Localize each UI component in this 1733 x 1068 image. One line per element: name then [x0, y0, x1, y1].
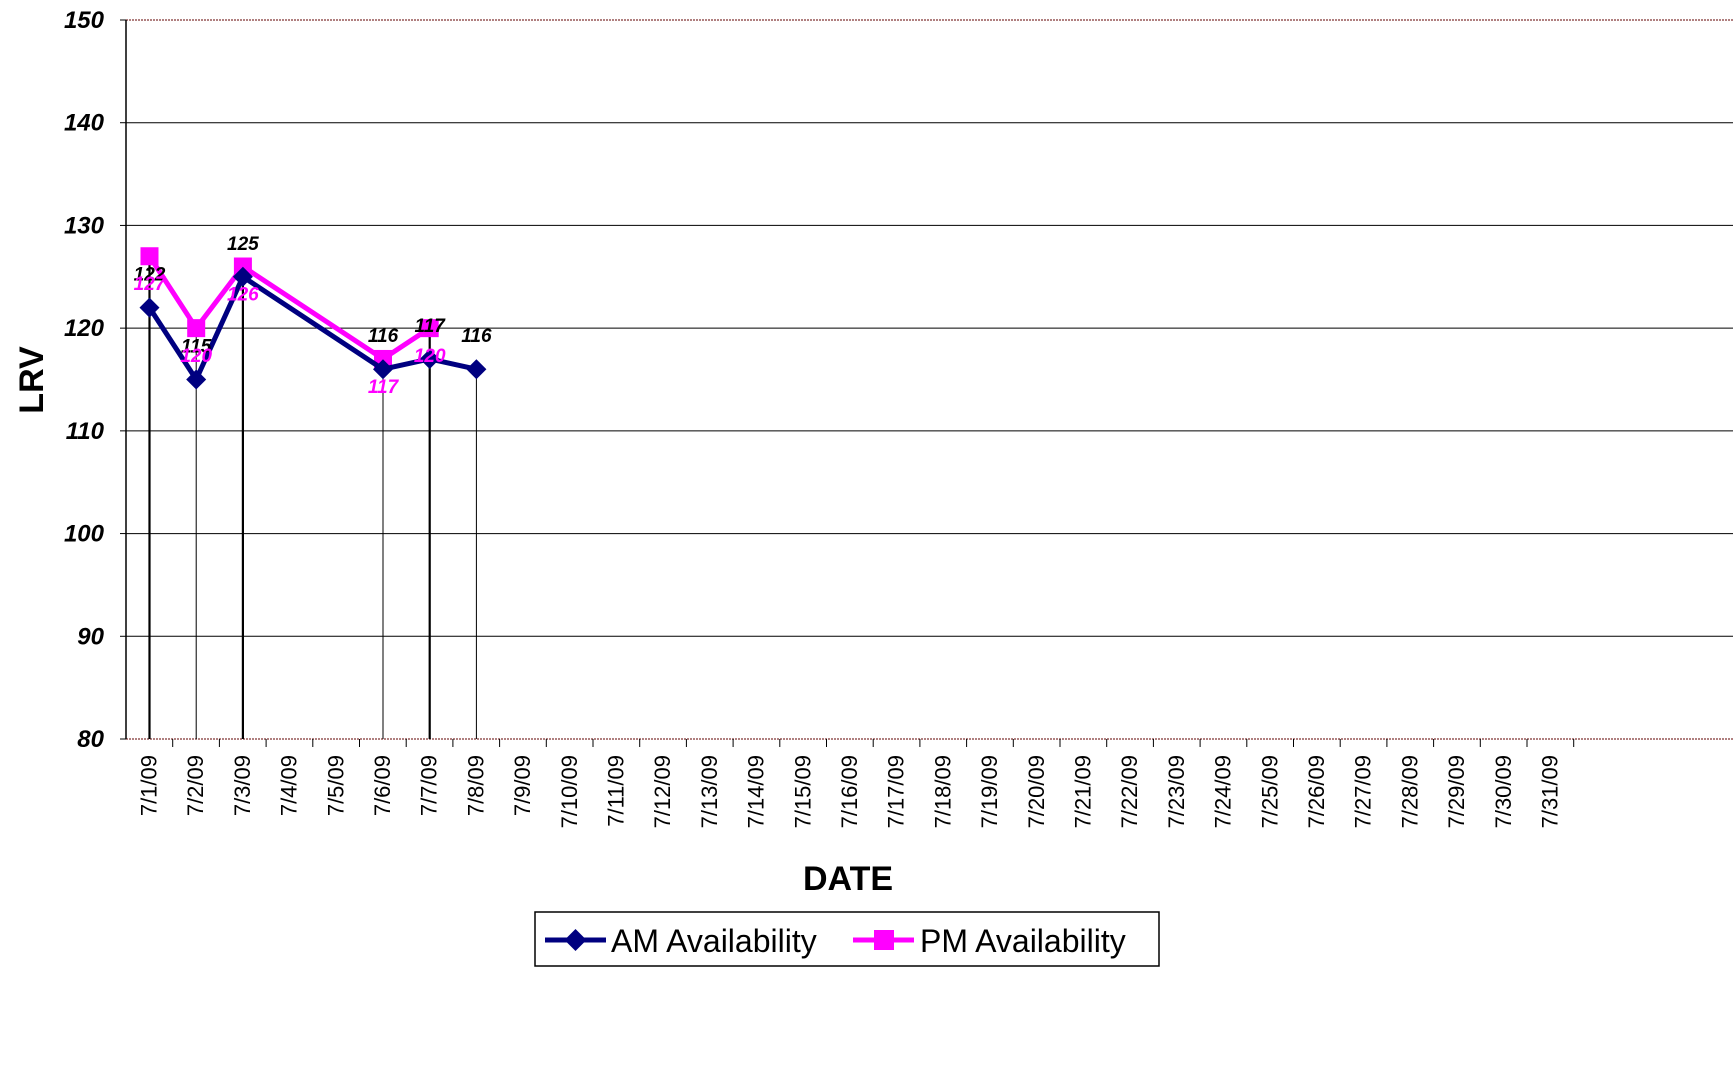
- marker-diamond-point: [466, 359, 487, 380]
- gridlines: [126, 19, 1733, 740]
- x-tick-label-7/28/09: 7/28/09: [1397, 755, 1422, 828]
- y-tick-label-80: 80: [77, 726, 104, 753]
- legend-swatch-marker-pm: [874, 930, 894, 950]
- data-label-am: 116: [368, 326, 399, 347]
- legend: AM Availability PM Availability: [534, 911, 1160, 967]
- data-label-pm: 120: [414, 346, 446, 367]
- x-tick-label-7/4/09: 7/4/09: [277, 755, 302, 816]
- marker-square-point: [187, 319, 206, 338]
- x-tick-label-7/11/09: 7/11/09: [604, 755, 629, 827]
- y-tick-label-130: 130: [64, 212, 105, 239]
- series-lines: [139, 247, 487, 390]
- x-tick-label-7/25/09: 7/25/09: [1257, 755, 1282, 828]
- x-tick-label-7/26/09: 7/26/09: [1304, 755, 1329, 828]
- data-label-pm: 126: [227, 285, 259, 306]
- data-labels: 122 115 125 116 117 116 127 120 126 117 120: [134, 234, 492, 398]
- y-tick-label-100: 100: [64, 521, 105, 548]
- marker-diamond-point: [186, 369, 207, 390]
- x-tick-label-7/20/09: 7/20/09: [1024, 755, 1049, 828]
- x-tick-label-7/19/09: 7/19/09: [977, 755, 1002, 828]
- x-tick-label-7/22/09: 7/22/09: [1117, 755, 1142, 828]
- x-tick-label-7/1/09: 7/1/09: [137, 755, 162, 816]
- drop-lines: [148, 256, 477, 739]
- legend-label-am: AM Availability: [611, 923, 817, 959]
- x-tick-label-7/31/09: 7/31/09: [1538, 755, 1563, 828]
- x-tick-label-7/12/09: 7/12/09: [650, 755, 675, 828]
- x-tick-label-7/5/09: 7/5/09: [323, 755, 348, 816]
- x-tick-label-7/10/09: 7/10/09: [557, 755, 582, 828]
- marker-diamond-point: [373, 359, 393, 380]
- x-tick-label-7/30/09: 7/30/09: [1491, 755, 1516, 828]
- axes: [120, 19, 1575, 747]
- x-tick-label-7/23/09: 7/23/09: [1164, 755, 1189, 828]
- data-label-am: 122: [134, 265, 166, 286]
- x-tick-label-7/2/09: 7/2/09: [183, 755, 208, 816]
- marker-square-point: [140, 247, 159, 266]
- x-tick-label-7/27/09: 7/27/09: [1351, 755, 1376, 828]
- data-label-pm: 117: [368, 377, 400, 398]
- series-am: [139, 266, 487, 390]
- y-tick-label-90: 90: [77, 623, 104, 650]
- data-label-pm: 127: [134, 274, 167, 295]
- x-tick-label-7/29/09: 7/29/09: [1444, 755, 1469, 828]
- x-tick-label-7/8/09: 7/8/09: [463, 755, 488, 816]
- data-label-am: 115: [181, 337, 212, 358]
- x-tick-label-7/7/09: 7/7/09: [417, 755, 442, 816]
- legend-label-pm: PM Availability: [920, 923, 1126, 959]
- tick-labels: 80 90 100 110 120 130 140 150 7/1/09 7/2/09 7/3/09…: [64, 7, 1563, 828]
- data-label-pm: 120: [180, 346, 212, 367]
- x-tick-label-7/15/09: 7/15/09: [790, 755, 815, 828]
- marker-square-point: [233, 257, 252, 276]
- x-tick-label-7/18/09: 7/18/09: [930, 755, 955, 828]
- x-tick-label-7/16/09: 7/16/09: [837, 755, 862, 828]
- marker-diamond-point: [419, 348, 440, 369]
- marker-diamond-point: [232, 266, 253, 287]
- x-tick-label-7/21/09: 7/21/09: [1071, 755, 1096, 828]
- x-tick-label-7/13/09: 7/13/09: [697, 755, 722, 828]
- legend-item-am: [545, 929, 606, 951]
- data-label-am: 117: [415, 316, 447, 337]
- data-label-am: 125: [227, 234, 259, 255]
- y-tick-label-120: 120: [64, 315, 105, 342]
- data-label-am: 116: [461, 326, 492, 347]
- y-axis-title: LRV: [13, 346, 51, 414]
- legend-item-pm: [853, 930, 914, 950]
- y-tick-label-110: 110: [66, 418, 105, 445]
- x-tick-label-7/14/09: 7/14/09: [744, 755, 769, 828]
- x-tick-label-7/24/09: 7/24/09: [1211, 755, 1236, 828]
- x-tick-label-7/6/09: 7/6/09: [370, 755, 395, 816]
- y-tick-label-140: 140: [64, 110, 105, 137]
- y-tick-label-150: 150: [64, 7, 105, 34]
- x-tick-label-7/17/09: 7/17/09: [884, 755, 909, 828]
- legend-swatch-marker-am: [564, 929, 587, 951]
- x-tick-label-7/9/09: 7/9/09: [510, 755, 535, 816]
- x-tick-label-7/3/09: 7/3/09: [230, 755, 255, 816]
- legend-box: [534, 911, 1160, 967]
- marker-diamond-point: [139, 297, 160, 318]
- marker-square-point: [420, 319, 439, 338]
- x-axis-title: DATE: [803, 860, 893, 898]
